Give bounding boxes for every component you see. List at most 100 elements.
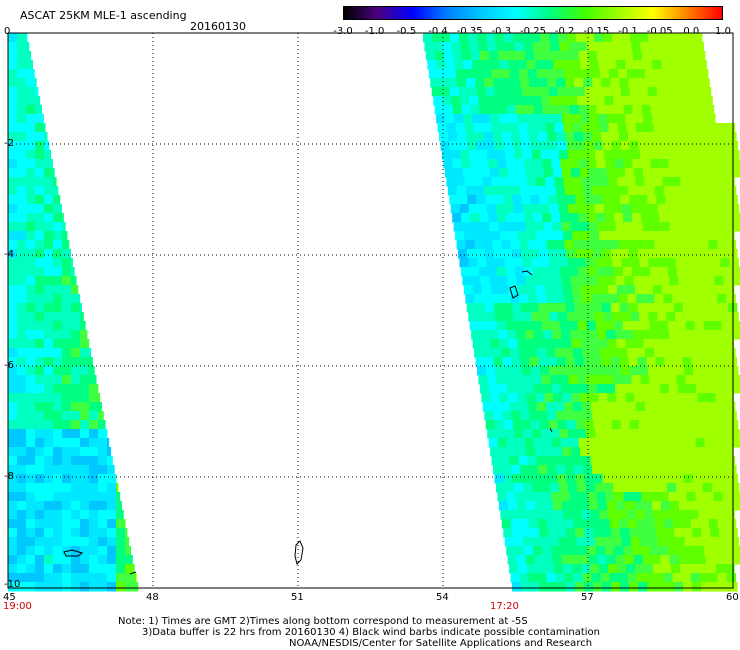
swath-cell xyxy=(62,555,72,565)
swath-cell xyxy=(26,258,36,268)
swath-cell xyxy=(35,204,45,214)
swath-cell xyxy=(545,564,555,574)
swath-cell xyxy=(575,420,586,430)
swath-cell xyxy=(644,402,655,412)
swath-cell xyxy=(679,285,690,295)
swath-cell xyxy=(713,438,724,448)
swath-cell xyxy=(697,60,707,70)
swath-cell xyxy=(467,195,477,205)
swath-cell xyxy=(44,429,54,439)
swath-cell xyxy=(706,393,716,403)
swath-cell xyxy=(660,555,671,565)
swath-cell xyxy=(589,114,599,124)
swath-cell xyxy=(445,60,455,70)
swath-cell xyxy=(706,339,717,349)
swath-cell xyxy=(26,483,36,493)
swath-cell xyxy=(670,285,681,295)
swath-cell xyxy=(35,87,39,97)
swath-cell xyxy=(620,195,630,205)
swath-cell xyxy=(501,348,511,358)
swath-cell xyxy=(612,483,623,493)
swath-cell xyxy=(638,195,648,205)
swath-cell xyxy=(593,195,603,205)
swath-cell xyxy=(506,51,517,61)
swath-cell xyxy=(536,456,547,466)
swath-cell xyxy=(650,213,660,223)
swath-cell xyxy=(516,222,527,232)
swath-cell xyxy=(689,69,700,79)
swath-cell xyxy=(424,42,434,52)
swath-cell xyxy=(641,546,651,556)
swath-cell xyxy=(35,519,45,529)
swath-cell xyxy=(473,123,484,133)
swath-cell xyxy=(571,114,581,124)
color-scale-bar xyxy=(343,6,723,20)
x-tick-60: 60 xyxy=(726,592,739,603)
swath-cell xyxy=(439,132,449,142)
swath-cell xyxy=(26,294,36,304)
swath-cell xyxy=(684,204,695,214)
swath-cell xyxy=(625,447,635,457)
swath-cell xyxy=(567,258,577,268)
swath-cell xyxy=(553,393,563,403)
swath-cell xyxy=(504,204,515,214)
swath-cell xyxy=(482,69,493,79)
swath-cell xyxy=(35,105,43,115)
swath-cell xyxy=(602,528,612,538)
swath-cell xyxy=(525,501,536,511)
swath-cell xyxy=(512,141,523,151)
swath-cell xyxy=(732,168,740,178)
swath-cell xyxy=(8,231,18,241)
swath-cell xyxy=(673,411,683,421)
swath-cell xyxy=(667,321,678,331)
swath-cell xyxy=(582,519,593,529)
swath-cell xyxy=(487,267,498,277)
swath-cell xyxy=(554,510,564,520)
swath-cell xyxy=(589,60,599,70)
swath-cell xyxy=(608,402,619,412)
swath-cell xyxy=(62,231,68,241)
swath-cell xyxy=(623,438,634,448)
swath-cell xyxy=(555,240,566,250)
swath-cell xyxy=(592,303,603,313)
swath-cell xyxy=(581,123,592,133)
swath-cell xyxy=(466,303,477,313)
swath-cell xyxy=(668,213,678,223)
swath-cell xyxy=(26,312,36,322)
swath-cell xyxy=(637,411,647,421)
swath-cell xyxy=(547,357,558,367)
swath-cell xyxy=(638,141,649,151)
color-scale-label: -0.1 xyxy=(618,26,638,37)
swath-cell xyxy=(505,96,515,106)
swath-cell xyxy=(484,357,495,367)
swath-cell xyxy=(674,195,684,205)
swath-cell xyxy=(526,393,536,403)
swath-cell xyxy=(526,285,537,295)
swath-cell xyxy=(434,105,445,115)
swath-cell xyxy=(668,384,679,394)
swath-cell xyxy=(116,528,126,538)
swath-cell xyxy=(560,384,571,394)
swath-cell xyxy=(620,474,631,484)
swath-cell xyxy=(591,519,602,529)
swath-cell xyxy=(26,393,36,403)
swath-cell xyxy=(494,87,505,97)
swath-cell xyxy=(26,573,36,583)
swath-cell xyxy=(538,132,548,142)
swath-cell xyxy=(644,456,655,466)
swath-cell xyxy=(71,384,81,394)
swath-cell xyxy=(635,231,645,241)
swath-cell xyxy=(624,501,635,511)
swath-cell xyxy=(608,564,618,574)
swath-cell xyxy=(586,96,596,106)
swath-cell xyxy=(544,447,554,457)
swath-cell xyxy=(631,267,642,277)
swath-cell xyxy=(35,186,45,196)
swath-cell xyxy=(639,258,649,268)
swath-cell xyxy=(665,195,675,205)
swath-cell xyxy=(617,177,627,187)
swath-cell xyxy=(640,321,651,331)
swath-cell xyxy=(532,42,542,52)
swath-cell xyxy=(653,123,664,133)
swath-cell xyxy=(471,276,481,286)
